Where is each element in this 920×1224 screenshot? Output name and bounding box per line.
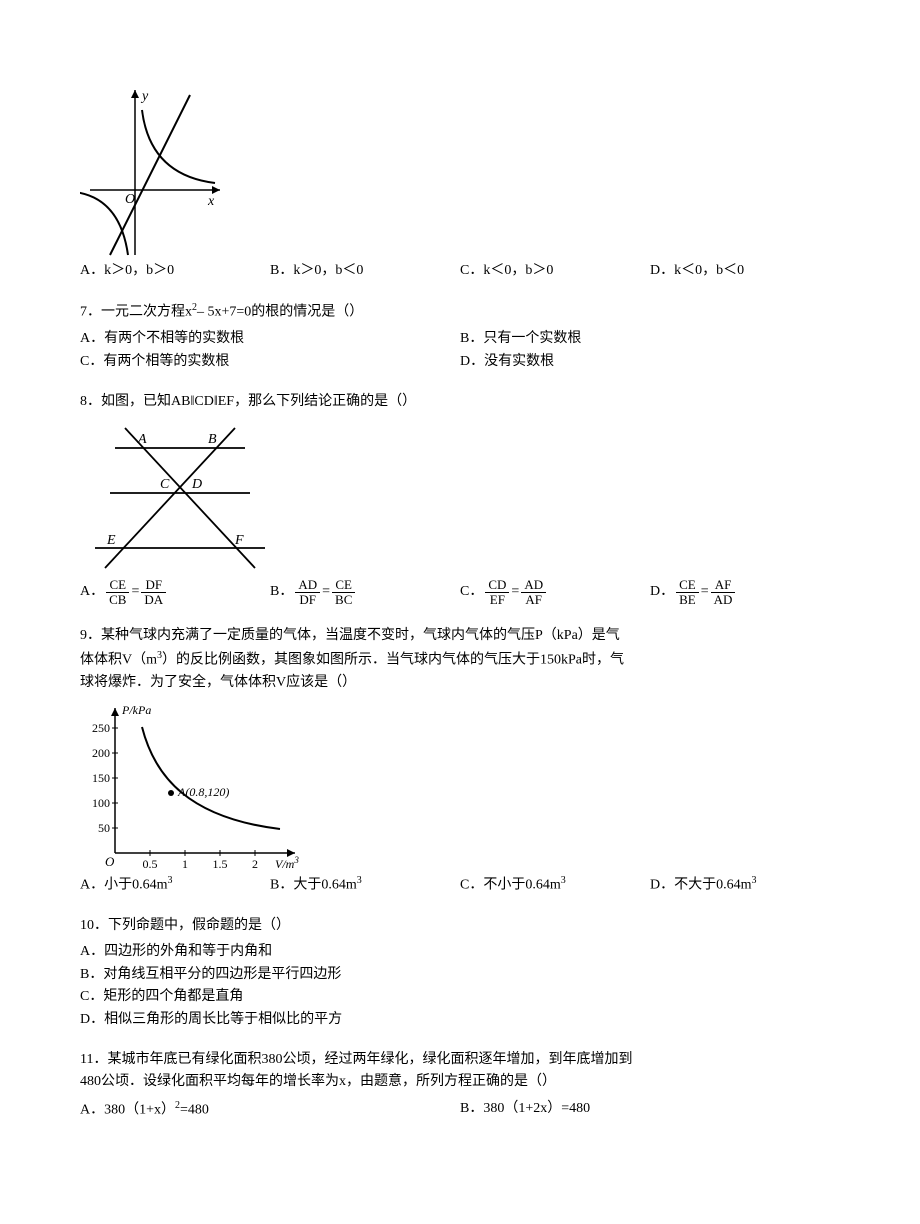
svg-text:P/kPa: P/kPa [121, 703, 151, 717]
q8-option-c: C． CDEF=ADAF [460, 578, 650, 608]
svg-text:V/m3: V/m3 [275, 855, 299, 871]
svg-text:200: 200 [92, 746, 110, 760]
svg-text:0.5: 0.5 [143, 857, 158, 871]
q10-option-a: A．四边形的外角和等于内角和 [80, 941, 840, 963]
svg-text:1.5: 1.5 [213, 857, 228, 871]
question-9: 9．某种气球内充满了一定质量的气体，当温度不变时，气球内气体的气压P（kPa）是… [80, 625, 840, 897]
svg-text:A(0.8,120): A(0.8,120) [177, 785, 229, 799]
svg-text:150: 150 [92, 771, 110, 785]
svg-text:250: 250 [92, 721, 110, 735]
q9-option-a: A．小于0.64m3 [80, 873, 270, 897]
svg-text:C: C [160, 477, 170, 492]
question-7: 7．一元二次方程x2– 5x+7=0的根的情况是（） A．有两个不相等的实数根 … [80, 300, 840, 373]
q9-options: A．小于0.64m3 B．大于0.64m3 C．不小于0.64m3 D．不大于0… [80, 873, 840, 897]
q11-option-a: A．380（1+x）2=480 [80, 1098, 460, 1122]
opt-label: D． [650, 581, 674, 603]
q7-option-a: A．有两个不相等的实数根 [80, 328, 460, 350]
q7-stem-mid: – 5x+7=0的根的情况是（） [197, 305, 363, 320]
q10-option-c: C．矩形的四个角都是直角 [80, 986, 840, 1008]
q9-option-b: B．大于0.64m3 [270, 873, 460, 897]
q6-option-a: A．k＞0，b＞0 [80, 260, 270, 282]
q9-line2a: 体体积V（m [80, 652, 157, 667]
q11-line2: 480公顷．设绿化面积平均每年的增长率为x，由题意，所列方程正确的是（） [80, 1074, 556, 1089]
q9-option-d: D．不大于0.64m3 [650, 873, 840, 897]
svg-text:E: E [106, 533, 116, 548]
origin-label: O [125, 192, 135, 207]
svg-text:2: 2 [252, 857, 258, 871]
q11-option-b: B．380（1+2x）=480 [460, 1098, 840, 1122]
question-8: 8．如图，已知AB‖CD‖EF，那么下列结论正确的是（） A B C D E F… [80, 391, 840, 607]
q8-option-a: A． CECB=DFDA [80, 578, 270, 608]
q7-option-d: D．没有实数根 [460, 351, 840, 373]
q6-options: A．k＞0，b＞0 B．k＞0，b＜0 C．k＜0，b＞0 D．k＜0，b＜0 [80, 260, 840, 282]
q9-option-c: C．不小于0.64m3 [460, 873, 650, 897]
y-axis-label: y [140, 89, 149, 104]
svg-text:100: 100 [92, 796, 110, 810]
q7-stem: 7．一元二次方程x2– 5x+7=0的根的情况是（） [80, 300, 840, 324]
q7-option-b: B．只有一个实数根 [460, 328, 840, 350]
question-6: O x y A．k＞0，b＞0 B．k＞0，b＜0 C．k＜0，b＞0 D．k＜… [80, 80, 840, 282]
x-axis-label: x [207, 194, 215, 209]
q7-stem-prefix: 7．一元二次方程x [80, 305, 192, 320]
svg-text:1: 1 [182, 857, 188, 871]
svg-text:O: O [105, 854, 115, 869]
q6-option-c: C．k＜0，b＞0 [460, 260, 650, 282]
q8-figure: A B C D E F [80, 418, 280, 578]
q11-options: A．380（1+x）2=480 B．380（1+2x）=480 [80, 1098, 840, 1122]
svg-text:A: A [137, 432, 147, 447]
q9-chart: 50 100 150 200 250 0.5 1 1.5 2 A(0.8,120… [80, 698, 310, 873]
svg-text:F: F [234, 533, 244, 548]
q9-stem: 9．某种气球内充满了一定质量的气体，当温度不变时，气球内气体的气压P（kPa）是… [80, 625, 840, 694]
q6-graph: O x y [80, 80, 230, 260]
opt-label: B． [270, 581, 293, 603]
q11-line1: 11．某城市年底已有绿化面积380公顷，经过两年绿化，绿化面积逐年增加，到年底增… [80, 1052, 632, 1067]
svg-text:D: D [191, 477, 202, 492]
q10-options: A．四边形的外角和等于内角和 B．对角线互相平分的四边形是平行四边形 C．矩形的… [80, 941, 840, 1031]
q9-line2b: ）的反比例函数，其图象如图所示．当气球内气体的气压大于150kPa时，气 [162, 652, 624, 667]
q6-option-d: D．k＜0，b＜0 [650, 260, 840, 282]
question-10: 10．下列命题中，假命题的是（） A．四边形的外角和等于内角和 B．对角线互相平… [80, 915, 840, 1031]
q8-stem: 8．如图，已知AB‖CD‖EF，那么下列结论正确的是（） [80, 391, 840, 413]
q7-options: A．有两个不相等的实数根 B．只有一个实数根 C．有两个相等的实数根 D．没有实… [80, 328, 840, 373]
svg-text:B: B [208, 432, 217, 447]
opt-label: A． [80, 581, 104, 603]
opt-label: C． [460, 581, 483, 603]
q10-stem: 10．下列命题中，假命题的是（） [80, 915, 840, 937]
q9-line1: 9．某种气球内充满了一定质量的气体，当温度不变时，气球内气体的气压P（kPa）是… [80, 628, 620, 643]
q8-option-d: D． CEBE=AFAD [650, 578, 840, 608]
question-11: 11．某城市年底已有绿化面积380公顷，经过两年绿化，绿化面积逐年增加，到年底增… [80, 1049, 840, 1122]
q8-options: A． CECB=DFDA B． ADDF=CEBC C． CDEF=ADAF D… [80, 578, 840, 608]
q8-option-b: B． ADDF=CEBC [270, 578, 460, 608]
svg-text:50: 50 [98, 821, 110, 835]
q9-line3: 球将爆炸．为了安全，气体体积V应该是（） [80, 675, 356, 690]
q10-option-b: B．对角线互相平分的四边形是平行四边形 [80, 964, 840, 986]
q11-stem: 11．某城市年底已有绿化面积380公顷，经过两年绿化，绿化面积逐年增加，到年底增… [80, 1049, 840, 1094]
q7-option-c: C．有两个相等的实数根 [80, 351, 460, 373]
q6-option-b: B．k＞0，b＜0 [270, 260, 460, 282]
q10-option-d: D．相似三角形的周长比等于相似比的平方 [80, 1009, 840, 1031]
